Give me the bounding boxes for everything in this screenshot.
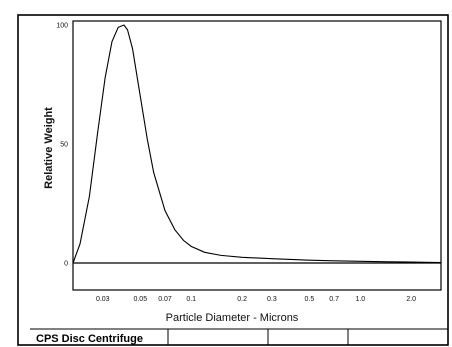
- y-tick-label: 50: [60, 142, 68, 149]
- y-axis-title: Relative Weight: [43, 107, 55, 189]
- plot-frame: [72, 20, 442, 291]
- x-tick-label: 1.0: [355, 296, 365, 303]
- x-axis-title: Particle Diameter - Microns: [166, 312, 299, 324]
- series-line: [72, 24, 442, 264]
- y-tick-label: 0: [64, 261, 68, 268]
- x-tick-label: 0.03: [96, 296, 110, 303]
- x-tick-label: 0.07: [158, 296, 172, 303]
- y-ticks: 0 50 100: [56, 23, 68, 268]
- x-tick-label: 0.5: [305, 296, 315, 303]
- x-tick-label: 0.7: [329, 296, 339, 303]
- y-tick-label: 100: [56, 23, 68, 30]
- x-tick-label: 0.2: [237, 296, 247, 303]
- x-ticks: 0.03 0.05 0.07 0.1 0.2 0.3 0.5 0.7 1.0 2.0: [96, 296, 416, 303]
- footer-label: CPS Disc Centrifuge: [36, 333, 143, 345]
- x-tick-label: 0.3: [267, 296, 277, 303]
- x-tick-label: 2.0: [406, 296, 416, 303]
- x-tick-label: 0.05: [133, 296, 147, 303]
- x-tick-label: 0.1: [186, 296, 196, 303]
- outer-frame: [17, 14, 449, 346]
